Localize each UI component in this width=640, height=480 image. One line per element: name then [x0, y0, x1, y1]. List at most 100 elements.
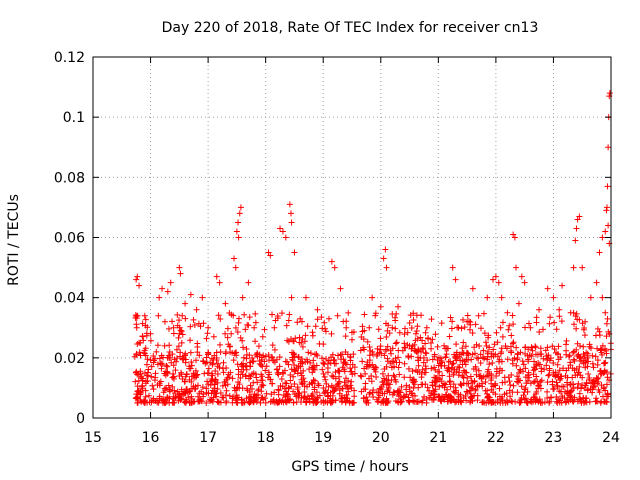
data-point	[383, 264, 390, 271]
band-point	[299, 343, 306, 350]
band-point	[377, 346, 384, 353]
band-point	[558, 318, 565, 325]
band-point	[373, 374, 380, 381]
data-point	[287, 210, 294, 217]
band-point	[425, 334, 432, 341]
band-point	[450, 360, 457, 367]
band-point	[379, 370, 386, 377]
data-point	[366, 324, 373, 331]
band-point	[415, 384, 422, 391]
band-point	[275, 391, 282, 398]
band-point	[328, 330, 335, 337]
band-point	[139, 382, 146, 389]
band-point	[575, 380, 582, 387]
band-point	[259, 377, 266, 384]
band-point	[166, 349, 173, 356]
x-tick-label: 15	[84, 430, 102, 446]
band-point	[499, 319, 506, 326]
band-point	[447, 393, 454, 400]
band-point	[208, 355, 215, 362]
data-point	[182, 300, 189, 307]
band-point	[469, 385, 476, 392]
band-point	[342, 333, 349, 340]
band-point	[532, 366, 539, 373]
band-point	[389, 358, 396, 365]
band-point	[406, 384, 413, 391]
band-point	[534, 378, 541, 385]
band-point	[320, 397, 327, 404]
band-point	[224, 325, 231, 332]
band-point	[362, 380, 369, 387]
band-point	[593, 374, 600, 381]
band-point	[170, 373, 177, 380]
data-point	[389, 324, 396, 331]
band-point	[258, 361, 265, 368]
band-point	[190, 370, 197, 377]
band-point	[589, 389, 596, 396]
band-point	[450, 381, 457, 388]
band-point	[574, 371, 581, 378]
band-point	[546, 371, 553, 378]
band-point	[458, 399, 465, 406]
band-point	[332, 369, 339, 376]
band-point	[293, 399, 300, 406]
band-point	[508, 332, 515, 339]
band-point	[438, 358, 445, 365]
y-axis-title: ROTI / TECUs	[6, 194, 22, 286]
band-point	[482, 378, 489, 385]
x-tick-label: 21	[429, 430, 447, 446]
band-point	[381, 352, 388, 359]
band-point	[176, 317, 183, 324]
band-point	[461, 358, 468, 365]
band-point	[295, 389, 302, 396]
band-point	[240, 344, 247, 351]
band-point	[253, 374, 260, 381]
band-point	[209, 360, 216, 367]
band-point	[226, 310, 233, 317]
band-point	[415, 362, 422, 369]
band-point	[364, 359, 371, 366]
band-point	[332, 397, 339, 404]
band-point	[291, 362, 298, 369]
band-point	[164, 368, 171, 375]
data-point	[286, 201, 293, 208]
band-point	[598, 349, 605, 356]
band-point	[150, 386, 157, 393]
band-point	[449, 318, 456, 325]
band-point	[510, 382, 517, 389]
band-point	[233, 399, 240, 406]
band-point	[191, 322, 198, 329]
band-point	[506, 322, 513, 329]
band-point	[358, 388, 365, 395]
band-point	[514, 355, 521, 362]
band-point	[168, 359, 175, 366]
band-point	[286, 311, 293, 318]
data-point	[277, 225, 284, 232]
data-point	[544, 285, 551, 292]
band-point	[504, 399, 511, 406]
band-point	[177, 327, 184, 334]
band-point	[535, 398, 542, 405]
band-point	[471, 344, 478, 351]
band-point	[298, 394, 305, 401]
band-point	[182, 315, 189, 322]
data-point	[216, 279, 223, 286]
band-point	[538, 365, 545, 372]
band-point	[268, 391, 275, 398]
band-point	[520, 392, 527, 399]
band-point	[278, 310, 285, 317]
band-point	[536, 329, 543, 336]
band-point	[208, 376, 215, 383]
band-point	[144, 356, 151, 363]
band-point	[576, 390, 583, 397]
band-point	[422, 340, 429, 347]
data-point	[343, 324, 350, 331]
band-point	[212, 367, 219, 374]
band-point	[404, 329, 411, 336]
band-point	[524, 399, 531, 406]
band-point	[254, 391, 261, 398]
band-point	[588, 345, 595, 352]
band-point	[586, 341, 593, 348]
band-point	[156, 382, 163, 389]
band-point	[305, 349, 312, 356]
